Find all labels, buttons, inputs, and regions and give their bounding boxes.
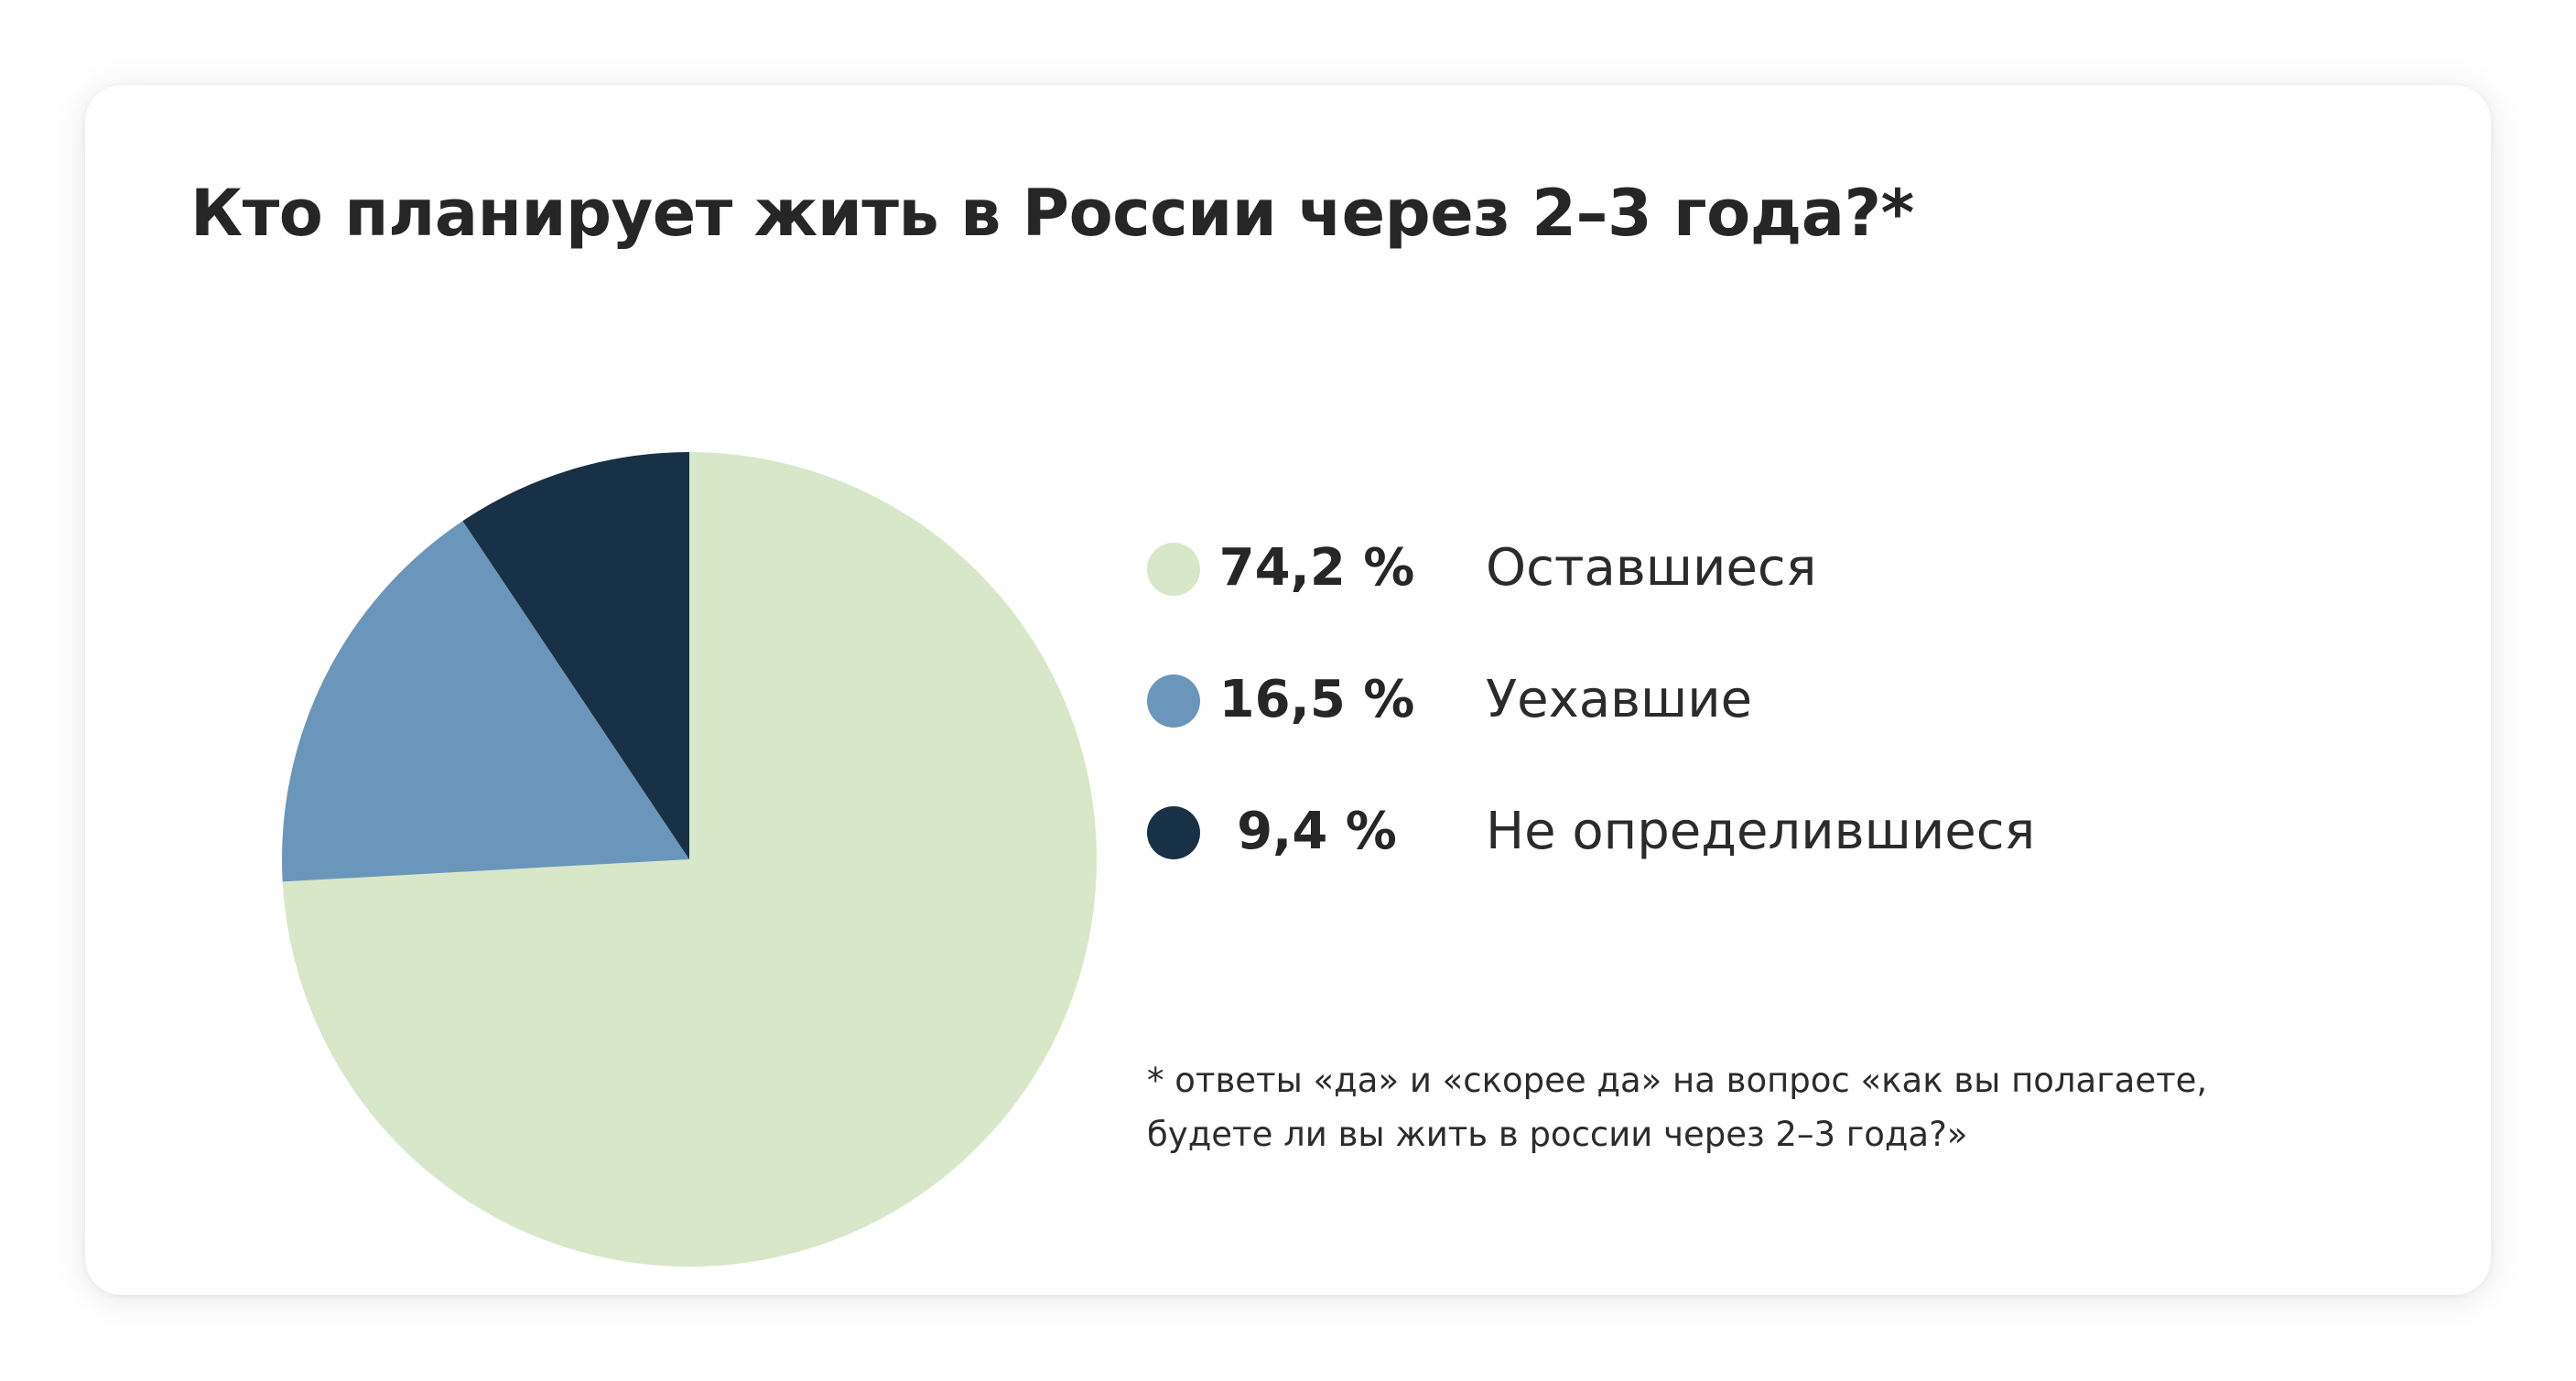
legend-label: Не определившиеся bbox=[1486, 802, 2036, 861]
legend-label: Уехавшие bbox=[1486, 670, 1753, 729]
footnote-line: будете ли вы жить в россии через 2–3 год… bbox=[1147, 1115, 1968, 1154]
legend-label: Оставшиеся bbox=[1486, 538, 1817, 598]
legend-swatch bbox=[1147, 806, 1200, 859]
pie-slice bbox=[462, 452, 689, 859]
legend-value: 9,4 % bbox=[1237, 802, 1397, 861]
legend-swatch bbox=[1147, 543, 1200, 596]
legend-value: 16,5 % bbox=[1218, 670, 1415, 729]
pie-chart bbox=[281, 452, 1097, 1267]
pie-slice bbox=[282, 452, 1097, 1267]
legend-item: 74,2 % Оставшиеся bbox=[1147, 515, 2246, 647]
chart-card: Кто планирует жить в России через 2–3 го… bbox=[85, 85, 2491, 1295]
footnote-line: * ответы «да» и «скорее да» на вопрос «к… bbox=[1147, 1061, 2208, 1100]
chart-title: Кто планирует жить в России через 2–3 го… bbox=[190, 176, 1914, 251]
legend-value: 74,2 % bbox=[1218, 538, 1415, 598]
legend-item: 16,5 % Уехавшие bbox=[1147, 647, 2246, 779]
footnote: * ответы «да» и «скорее да» на вопрос «к… bbox=[1147, 1053, 2246, 1161]
legend-swatch bbox=[1147, 674, 1200, 728]
legend-item: 9,4 % Не определившиеся bbox=[1147, 779, 2246, 911]
pie-slice bbox=[281, 521, 689, 882]
legend: 74,2 % Оставшиеся 16,5 % Уехавшие 9,4 % … bbox=[1147, 515, 2246, 911]
